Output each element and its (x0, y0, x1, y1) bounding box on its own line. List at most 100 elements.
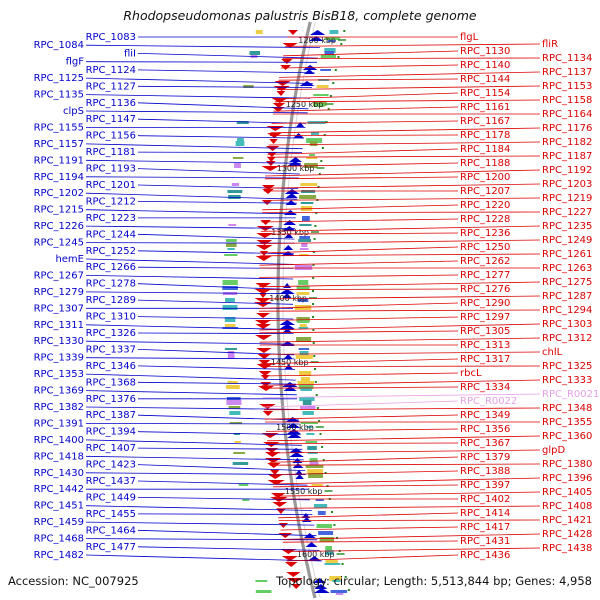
gene-label[interactable]: RPC_1155 (34, 122, 84, 133)
gene-label[interactable]: RPC_1161 (460, 102, 510, 113)
gene-label[interactable]: RPC_R0021 (542, 389, 599, 400)
gene-label[interactable]: RPC_1455 (86, 509, 136, 520)
gene-label[interactable]: RPC_1423 (86, 460, 136, 471)
gene-label[interactable]: RPC_1360 (542, 431, 592, 442)
gene-label[interactable]: RPC_1130 (460, 46, 510, 57)
gene-label[interactable]: RPC_1194 (34, 172, 84, 183)
gene-label[interactable]: RPC_1449 (86, 492, 136, 503)
gene-label[interactable]: RPC_1348 (542, 403, 592, 414)
gene-label[interactable]: RPC_1417 (460, 522, 510, 533)
gene-label[interactable]: RPC_1346 (86, 361, 136, 372)
gene-label[interactable]: RPC_1276 (460, 284, 510, 295)
gene-label[interactable]: RPC_1307 (34, 303, 84, 314)
gene-label[interactable]: fliI (124, 48, 136, 59)
gene-label[interactable]: RPC_1178 (460, 130, 510, 141)
gene-label[interactable]: RPC_1326 (86, 328, 136, 339)
gene-label[interactable]: RPC_1182 (542, 137, 592, 148)
gene-label[interactable]: RPC_1156 (86, 131, 136, 142)
gene-label[interactable]: RPC_1153 (542, 81, 592, 92)
gene-label[interactable]: RPC_1376 (86, 394, 136, 405)
gene-label[interactable]: RPC_1402 (460, 494, 510, 505)
gene-label[interactable]: RPC_1303 (542, 319, 592, 330)
gene-label[interactable]: RPC_1442 (34, 484, 84, 495)
gene-label[interactable]: RPC_1368 (86, 377, 136, 388)
gene-label[interactable]: RPC_1294 (542, 305, 592, 316)
gene-label[interactable]: RPC_1245 (34, 238, 84, 249)
gene-label[interactable]: RPC_1387 (86, 410, 136, 421)
gene-label[interactable]: RPC_1287 (542, 291, 592, 302)
gene-label[interactable]: RPC_1464 (86, 525, 136, 536)
gene-label[interactable]: RPC_1339 (34, 353, 84, 364)
gene-label[interactable]: RPC_1147 (86, 114, 136, 125)
gene-label[interactable]: RPC_1262 (460, 256, 510, 267)
gene-label[interactable]: RPC_R0022 (460, 396, 517, 407)
gene-label[interactable]: RPC_1290 (460, 298, 510, 309)
gene-label[interactable]: RPC_1400 (34, 435, 84, 446)
gene-label[interactable]: RPC_1317 (460, 354, 510, 365)
gene-label[interactable]: RPC_1203 (542, 179, 592, 190)
gene-label[interactable]: RPC_1379 (460, 452, 510, 463)
gene-label[interactable]: RPC_1334 (460, 382, 510, 393)
gene-label[interactable]: RPC_1438 (542, 543, 592, 554)
gene-label[interactable]: RPC_1333 (542, 375, 592, 386)
gene-label[interactable]: RPC_1181 (86, 147, 136, 158)
gene-label[interactable]: RPC_1397 (460, 480, 510, 491)
gene-label[interactable]: clpS (63, 106, 84, 117)
gene-label[interactable]: RPC_1252 (86, 246, 136, 257)
gene-label[interactable]: RPC_1297 (460, 312, 510, 323)
gene-label[interactable]: RPC_1188 (460, 158, 510, 169)
gene-label[interactable]: RPC_1202 (34, 188, 84, 199)
gene-label[interactable]: RPC_1157 (34, 139, 84, 150)
gene-label[interactable]: RPC_1140 (460, 60, 510, 71)
gene-label[interactable]: RPC_1349 (460, 410, 510, 421)
gene-label[interactable]: RPC_1394 (86, 427, 136, 438)
gene-label[interactable]: RPC_1124 (86, 65, 136, 76)
gene-label[interactable]: RPC_1215 (34, 205, 84, 216)
gene-label[interactable]: RPC_1201 (86, 180, 136, 191)
gene-label[interactable]: RPC_1405 (542, 487, 592, 498)
gene-label[interactable]: RPC_1275 (542, 277, 592, 288)
gene-label[interactable]: RPC_1391 (34, 418, 84, 429)
gene-label[interactable]: RPC_1369 (34, 386, 84, 397)
gene-label[interactable]: RPC_1277 (460, 270, 510, 281)
gene-label[interactable]: glpD (542, 445, 565, 456)
gene-label[interactable]: RPC_1227 (542, 207, 592, 218)
gene-label[interactable]: RPC_1184 (460, 144, 510, 155)
gene-label[interactable]: flgF (66, 57, 85, 68)
gene-label[interactable]: hemE (55, 254, 84, 265)
gene-label[interactable]: RPC_1176 (542, 123, 592, 134)
gene-label[interactable]: RPC_1223 (86, 213, 136, 224)
gene-label[interactable]: RPC_1356 (460, 424, 510, 435)
gene-label[interactable]: RPC_1431 (460, 536, 510, 547)
gene-label[interactable]: RPC_1135 (34, 90, 84, 101)
gene-label[interactable]: RPC_1313 (460, 340, 510, 351)
gene-label[interactable]: RPC_1226 (34, 221, 84, 232)
gene-label[interactable]: RPC_1236 (460, 228, 510, 239)
gene-label[interactable]: RPC_1137 (542, 67, 592, 78)
gene-label[interactable]: RPC_1380 (542, 459, 592, 470)
gene-label[interactable]: RPC_1187 (542, 151, 592, 162)
gene-label[interactable]: RPC_1127 (86, 81, 136, 92)
gene-label[interactable]: flgL (460, 32, 479, 43)
gene-label[interactable]: RPC_1325 (542, 361, 592, 372)
gene-label[interactable]: rbcL (460, 368, 482, 379)
gene-label[interactable]: RPC_1459 (34, 517, 84, 528)
gene-label[interactable]: RPC_1200 (460, 172, 510, 183)
gene-label[interactable]: RPC_1278 (86, 279, 136, 290)
gene-label[interactable]: RPC_1279 (34, 287, 84, 298)
gene-label[interactable]: chlL (542, 347, 563, 358)
gene-label[interactable]: RPC_1430 (34, 468, 84, 479)
gene-label[interactable]: RPC_1084 (34, 40, 84, 51)
gene-label[interactable]: RPC_1436 (460, 550, 510, 561)
gene-label[interactable]: RPC_1125 (34, 73, 84, 84)
gene-label[interactable]: RPC_1418 (34, 451, 84, 462)
gene-label[interactable]: RPC_1367 (460, 438, 510, 449)
gene-label[interactable]: RPC_1312 (542, 333, 592, 344)
gene-label[interactable]: RPC_1134 (542, 53, 592, 64)
gene-label[interactable]: RPC_1219 (542, 193, 592, 204)
gene-label[interactable]: RPC_1353 (34, 369, 84, 380)
gene-label[interactable]: RPC_1428 (542, 529, 592, 540)
gene-label[interactable]: fliR (542, 39, 558, 50)
gene-label[interactable]: RPC_1249 (542, 235, 592, 246)
gene-label[interactable]: RPC_1207 (460, 186, 510, 197)
